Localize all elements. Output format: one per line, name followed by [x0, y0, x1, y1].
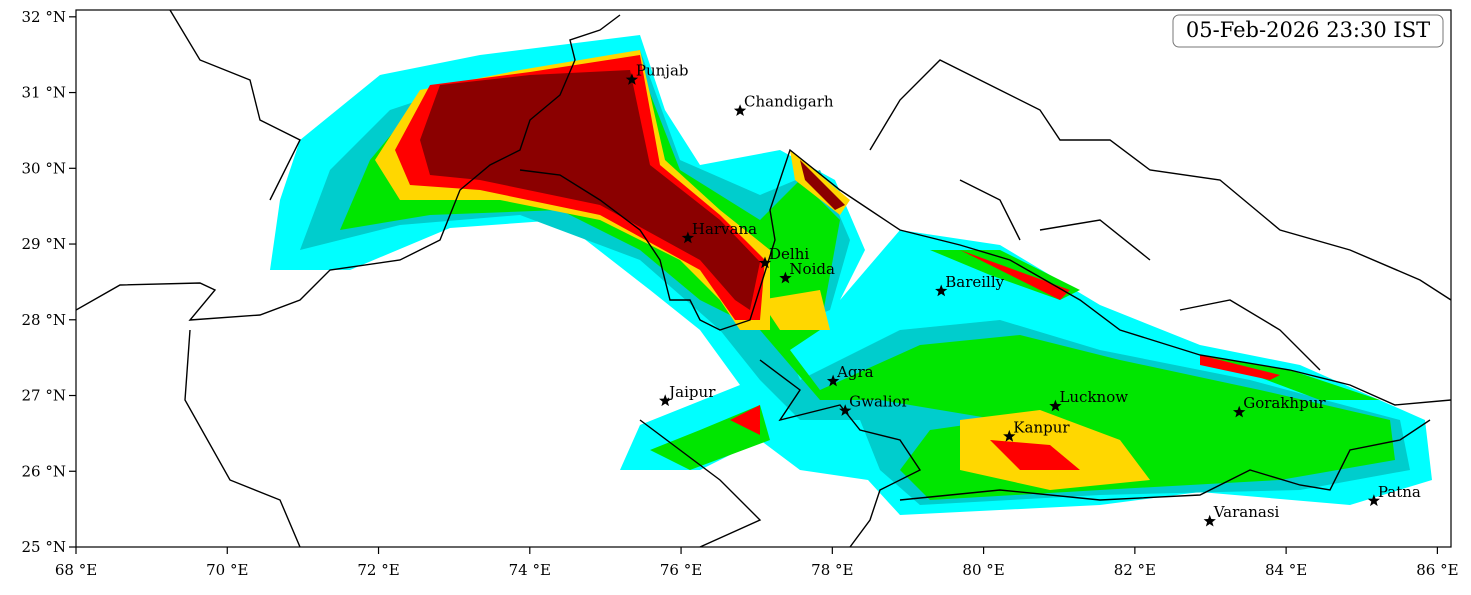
boundary — [519, 148, 1451, 406]
city-marker — [1003, 429, 1016, 442]
x-tick-label: 68 °E — [55, 561, 97, 579]
x-tick-label: 76 °E — [660, 561, 702, 579]
city-label: Kanpur — [1013, 418, 1070, 436]
boundary — [169, 10, 301, 201]
timestamp: 05-Feb-2026 23:30 IST — [1186, 18, 1430, 42]
boundary — [869, 59, 1451, 301]
boundary — [959, 179, 1321, 371]
x-tick-label: 86 °E — [1416, 561, 1458, 579]
plot-frame — [75, 9, 1452, 548]
city-marker — [935, 284, 948, 297]
boundary — [639, 419, 762, 547]
city-marker — [733, 104, 747, 116]
city-marker — [1233, 405, 1246, 418]
precip-field — [270, 35, 1432, 515]
city-marker — [1203, 514, 1216, 527]
city-label: Agra — [836, 363, 874, 381]
y-tick-label: 26 °N — [22, 462, 66, 480]
x-tick-label: 74 °E — [509, 561, 551, 579]
boundaries — [76, 10, 1451, 547]
city-label: Lucknow — [1059, 388, 1128, 406]
city-marker — [681, 231, 694, 244]
y-tick-label: 25 °N — [22, 538, 66, 556]
city-label: Noida — [789, 260, 835, 278]
timestamp-box — [1172, 14, 1444, 48]
y-tick-label: 30 °N — [22, 159, 66, 177]
boundary — [759, 359, 922, 547]
city-label: Patna — [1378, 483, 1421, 501]
city-label: Gorakhpur — [1243, 394, 1326, 412]
boundary — [184, 329, 301, 547]
x-tick-label: 82 °E — [1114, 561, 1156, 579]
city-marker — [779, 271, 792, 284]
city-marker — [1367, 494, 1380, 507]
city-label: Punjab — [636, 62, 689, 80]
city-marker — [625, 73, 639, 85]
city-label: Gwalior — [849, 393, 909, 411]
city-label: Varanasi — [1213, 503, 1280, 521]
city-marker — [826, 374, 840, 387]
boundary — [899, 419, 1431, 501]
city-marker — [1049, 399, 1062, 412]
city-label: Jaipur — [667, 383, 716, 401]
precip-green2 — [650, 250, 1380, 470]
city-marker — [839, 404, 852, 416]
city-label: Bareilly — [945, 273, 1004, 291]
y-tick-label: 27 °N — [22, 387, 66, 405]
y-tick-label: 29 °N — [22, 235, 66, 253]
x-tick-label: 78 °E — [811, 561, 853, 579]
y-tick-label: 28 °N — [22, 311, 66, 329]
y-tick-label: 31 °N — [22, 84, 66, 102]
x-tick-label: 72 °E — [357, 561, 399, 579]
y-tick-label: 32 °N — [22, 8, 66, 26]
boundary — [76, 14, 621, 321]
city-label: Harvana — [692, 220, 757, 238]
x-tick-label: 70 °E — [206, 561, 248, 579]
city-label: Chandigarh — [744, 93, 834, 111]
x-tick-label: 80 °E — [962, 561, 1004, 579]
city-marker — [758, 256, 772, 269]
city-marker — [659, 394, 672, 407]
city-label: Delhi — [769, 245, 809, 263]
x-tick-label: 84 °E — [1265, 561, 1307, 579]
